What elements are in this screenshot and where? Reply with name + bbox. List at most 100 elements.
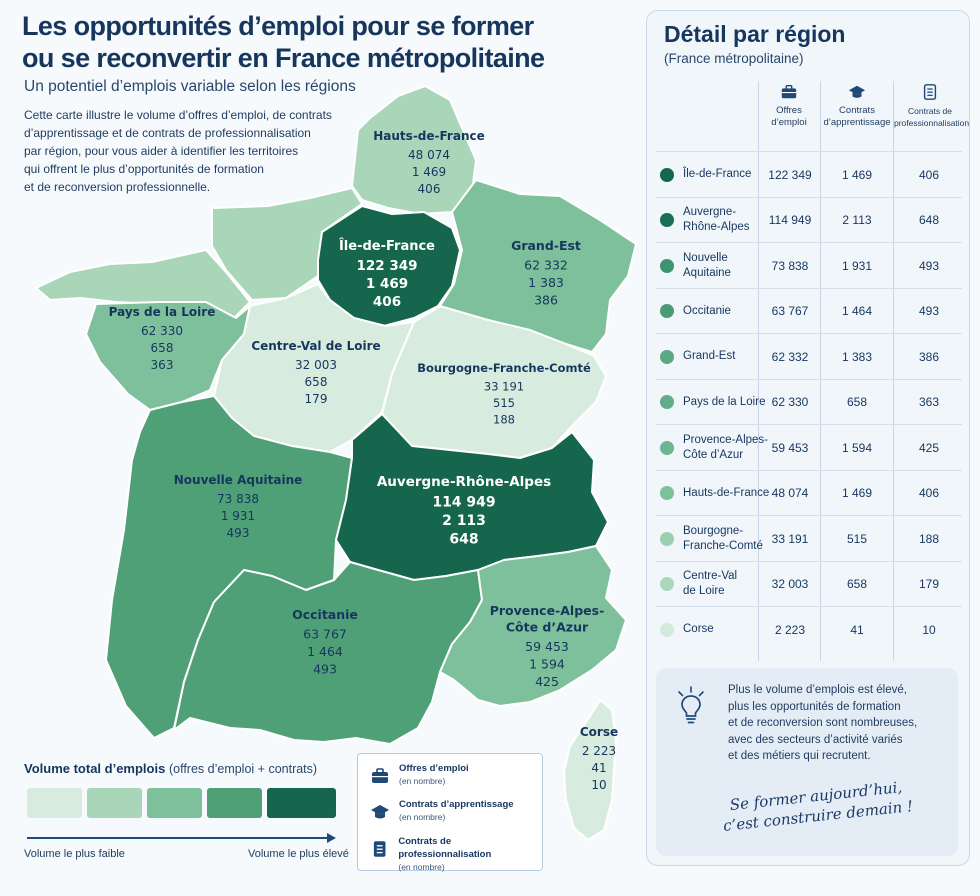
- region-value-hauts-de-france: 1 469: [412, 165, 446, 179]
- document-icon: [373, 841, 386, 857]
- region-value-nouvelle-aquitaine: 73 838: [217, 492, 259, 506]
- info-line: avec des secteurs d’activité variés: [728, 733, 903, 746]
- row-region-name-line: Auvergne-: [683, 206, 737, 219]
- row-color-dot: [660, 213, 674, 228]
- row-pro-value: 406: [918, 486, 940, 501]
- column-header-line: Contrats de: [908, 106, 952, 116]
- table-row[interactable]: Nouvelle Aquitaine 73 838 1 931 493: [656, 242, 962, 288]
- region-label-pays-de-la-loire: Pays de la Loire: [109, 305, 216, 319]
- key-sub: (en nombre): [398, 862, 445, 872]
- region-label-grand-est: Grand-Est: [511, 238, 581, 253]
- row-region-name-line: Île-de-France: [683, 168, 752, 181]
- france-map: Hauts-de-France 48 074 1 469 406 Île-de-Fran…: [35, 85, 637, 841]
- scale-low-label: Volume le plus faible: [24, 848, 125, 860]
- row-region-name: Centre-Val de Loire: [683, 569, 737, 599]
- table-row[interactable]: Occitanie 63 767 1 464 493: [656, 287, 962, 334]
- row-color-dot: [660, 531, 674, 546]
- row-region-name-line: Centre-Val: [683, 570, 738, 583]
- row-pro-value: 493: [918, 258, 940, 273]
- key-sub: (en nombre): [399, 776, 446, 786]
- row-region-name-line: Corse: [683, 623, 714, 636]
- region-value-occitanie: 63 767: [303, 627, 347, 642]
- row-region-name: Bourgogne- Franche-Comté: [683, 524, 763, 554]
- row-region-name-line: Occitanie: [683, 304, 731, 317]
- row-offres-value: 59 453: [771, 440, 809, 455]
- row-apprentissage-value: 1 594: [841, 440, 873, 455]
- key-label: Contrats de professionnalisation: [398, 836, 492, 860]
- scale-level-2: [87, 788, 142, 818]
- region-label-nouvelle-aquitaine: Nouvelle Aquitaine: [174, 473, 303, 487]
- table-row[interactable]: Auvergne- Rhône-Alpes 114 949 2 113 648: [656, 196, 962, 243]
- region-provence-alpes-cote-d-azur[interactable]: [439, 545, 627, 707]
- legend-title-sub: (offres d’emploi + contrats): [168, 762, 318, 776]
- region-value-bourgogne-franche-comte: 515: [493, 396, 515, 410]
- table-row[interactable]: Bourgogne- Franche-Comté 33 191 515 188: [656, 515, 962, 561]
- table-row[interactable]: Pays de la Loire 62 330 658 363: [656, 378, 962, 425]
- region-value-grand-est: 62 332: [524, 258, 568, 273]
- region-label-provence-alpes-cote-d-azur: Côte d’Azur: [506, 620, 589, 635]
- row-region-name-line: Provence-Alpes-: [683, 433, 769, 446]
- row-color-dot: [660, 577, 674, 592]
- column-divider: [758, 81, 759, 661]
- region-value-pays-de-la-loire: 363: [151, 358, 174, 372]
- row-region-name: Occitanie: [683, 304, 731, 319]
- region-value-auvergne-rhone-alpes: 648: [449, 532, 478, 548]
- row-apprentissage-value: 658: [846, 395, 868, 410]
- row-apprentissage-value: 515: [846, 531, 868, 546]
- region-value-ile-de-france: 1 469: [366, 276, 408, 292]
- table-row[interactable]: Centre-Val de Loire 32 003 658 179: [656, 560, 962, 607]
- row-pro-value: 10: [922, 622, 936, 637]
- region-value-ile-de-france: 122 349: [356, 258, 417, 274]
- row-apprentissage-value: 1 383: [841, 349, 873, 364]
- row-apprentissage-value: 1 464: [841, 304, 873, 319]
- region-bourgogne-franche-comte[interactable]: [381, 305, 607, 459]
- row-offres-value: 62 332: [771, 349, 809, 364]
- panel-subtitle: (France métropolitaine): [664, 51, 804, 66]
- row-apprentissage-value: 658: [846, 577, 868, 592]
- key-item-apprentissage: Contrats d’apprentissage (en nombre): [370, 798, 514, 824]
- row-region-name: Grand-Est: [683, 349, 735, 364]
- intro-line: d’apprentissage et de contrats de profes…: [24, 126, 311, 140]
- row-region-name-line: Bourgogne-: [683, 524, 744, 537]
- region-grand-est[interactable]: [439, 179, 637, 353]
- table-row[interactable]: Provence-Alpes- Côte d’Azur 59 453 1 594 425: [656, 424, 962, 470]
- row-pro-value: 363: [918, 395, 940, 410]
- row-region-name: Provence-Alpes- Côte d’Azur: [683, 433, 768, 463]
- region-label-auvergne-rhone-alpes: Auvergne-Rhône-Alpes: [377, 474, 551, 490]
- region-value-nouvelle-aquitaine: 1 931: [221, 509, 255, 523]
- table-row[interactable]: Grand-Est 62 332 1 383 386: [656, 333, 962, 379]
- column-header-offres: Offres d’emploi: [760, 83, 818, 129]
- document-icon: [923, 84, 937, 100]
- region-hauts-de-france[interactable]: [351, 85, 477, 215]
- intro-line: et de reconversion professionnelle.: [24, 180, 211, 194]
- region-label-ile-de-france: Île-de-France: [339, 238, 435, 254]
- region-value-provence-alpes-cote-d-azur: 59 453: [525, 639, 569, 654]
- table-row[interactable]: Corse 2 223 41 10: [656, 606, 962, 652]
- column-divider: [820, 81, 821, 661]
- row-offres-value: 33 191: [771, 531, 809, 546]
- column-header-line: Contrats: [839, 105, 875, 116]
- region-label-corse: Corse: [580, 725, 618, 739]
- row-pro-value: 386: [918, 349, 940, 364]
- region-value-bourgogne-franche-comte: 33 191: [484, 380, 524, 394]
- row-offres-value: 122 349: [768, 167, 812, 182]
- row-pro-value: 406: [918, 167, 940, 182]
- region-value-corse: 2 223: [582, 744, 616, 758]
- key-label: Contrats d’apprentissage: [399, 799, 514, 810]
- info-box: Plus le volume d’emplois est élevé, plus…: [656, 668, 958, 856]
- table-row[interactable]: Hauts-de-France 48 074 1 469 406: [656, 469, 962, 516]
- region-pays-de-la-loire[interactable]: [85, 301, 251, 411]
- region-value-pays-de-la-loire: 62 330: [141, 324, 183, 338]
- row-color-dot: [660, 258, 674, 273]
- briefcase-icon: [372, 768, 388, 783]
- row-region-name-line: Nouvelle: [683, 251, 728, 264]
- region-corse[interactable]: [563, 699, 617, 841]
- region-value-centre-val-de-loire: 658: [305, 375, 328, 389]
- column-header-line: Offres: [776, 105, 802, 116]
- table-row[interactable]: Île-de-France 122 349 1 469 406: [656, 151, 962, 197]
- scale-level-4: [207, 788, 262, 818]
- row-region-name: Île-de-France: [683, 167, 751, 182]
- row-region-name-line: Côte d’Azur: [683, 448, 744, 461]
- key-sub: (en nombre): [399, 812, 446, 822]
- key-item-offres: Offres d’emploi (en nombre): [370, 762, 469, 788]
